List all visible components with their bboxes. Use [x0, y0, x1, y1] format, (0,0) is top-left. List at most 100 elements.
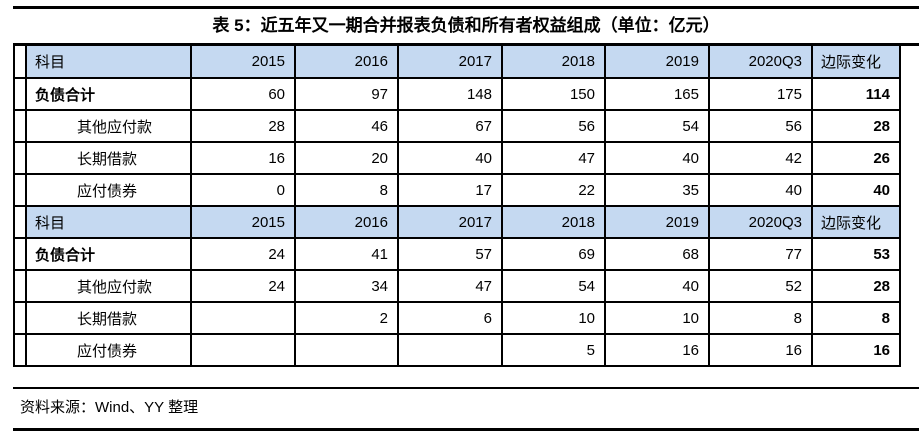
row-label: 其他应付款 — [25, 109, 192, 143]
column-header: 边际变化 — [811, 205, 901, 239]
table-row: 其他应付款 28 46 67 56 54 56 28 — [13, 109, 901, 143]
cell-value: 5 — [501, 333, 606, 367]
cell-value: 22 — [501, 173, 606, 207]
column-header: 2018 — [501, 205, 606, 239]
table-body: 科目 2015 2016 2017 2018 2019 2020Q3 边际变化 负债合计 60 97… — [13, 46, 901, 367]
cell-value: 47 — [397, 269, 503, 303]
row-margin-spacer — [13, 173, 27, 207]
bottom-rule — [13, 428, 919, 431]
row-margin-spacer — [13, 46, 27, 79]
table-row: 负债合计 24 41 57 69 68 77 53 — [13, 237, 901, 271]
column-header: 2019 — [604, 205, 710, 239]
row-margin-spacer — [13, 77, 27, 111]
row-label: 长期借款 — [25, 301, 192, 335]
column-header: 2020Q3 — [708, 205, 813, 239]
cell-value: 165 — [604, 77, 710, 111]
table-row: 长期借款 16 20 40 47 40 42 26 — [13, 141, 901, 175]
row-margin-spacer — [13, 269, 27, 303]
row-margin-spacer — [13, 333, 27, 367]
row-margin-spacer — [13, 301, 27, 335]
cell-value: 57 — [397, 237, 503, 271]
title-underline-rule — [13, 43, 919, 46]
cell-value: 40 — [604, 269, 710, 303]
cell-value: 148 — [397, 77, 503, 111]
marginal-change-value: 16 — [811, 333, 901, 367]
cell-value: 28 — [190, 109, 296, 143]
section-header-row: 科目 2015 2016 2017 2018 2019 2020Q3 边际变化 — [13, 205, 901, 239]
cell-value: 16 — [708, 333, 813, 367]
cell-value: 42 — [708, 141, 813, 175]
row-label: 其他应付款 — [25, 269, 192, 303]
column-header: 2016 — [294, 205, 399, 239]
cell-value: 34 — [294, 269, 399, 303]
cell-value: 60 — [190, 77, 296, 111]
cell-value — [190, 333, 296, 367]
cell-value: 56 — [708, 109, 813, 143]
row-label: 应付债券 — [25, 333, 192, 367]
cell-value: 97 — [294, 77, 399, 111]
row-label: 应付债券 — [25, 173, 192, 207]
marginal-change-value: 26 — [811, 141, 901, 175]
table-row: 长期借款 2 6 10 10 8 8 — [13, 301, 901, 335]
marginal-change-value: 28 — [811, 269, 901, 303]
row-label: 负债合计 — [25, 77, 192, 111]
row-margin-spacer — [13, 205, 27, 239]
cell-value: 35 — [604, 173, 710, 207]
cell-value — [397, 333, 503, 367]
cell-value: 6 — [397, 301, 503, 335]
table-row: 其他应付款 24 34 47 54 40 52 28 — [13, 269, 901, 303]
cell-value: 41 — [294, 237, 399, 271]
cell-value: 17 — [397, 173, 503, 207]
column-header: 2018 — [501, 46, 606, 79]
cell-value: 68 — [604, 237, 710, 271]
row-label: 长期借款 — [25, 141, 192, 175]
cell-value: 0 — [190, 173, 296, 207]
column-header: 2019 — [604, 46, 710, 79]
cell-value: 16 — [604, 333, 710, 367]
column-header: 2016 — [294, 46, 399, 79]
cell-value: 20 — [294, 141, 399, 175]
data-source-note: 资料来源：Wind、YY 整理 — [20, 399, 199, 416]
cell-value: 24 — [190, 269, 296, 303]
cell-value: 54 — [604, 109, 710, 143]
column-header: 2015 — [190, 205, 296, 239]
liabilities-equity-table: 科目 2015 2016 2017 2018 2019 2020Q3 边际变化 负债合计 60 97… — [13, 46, 901, 367]
table-row: 负债合计 60 97 148 150 165 175 114 — [13, 77, 901, 111]
marginal-change-value: 8 — [811, 301, 901, 335]
column-header: 2017 — [397, 46, 503, 79]
column-header: 2017 — [397, 205, 503, 239]
cell-value: 10 — [501, 301, 606, 335]
marginal-change-value: 114 — [811, 77, 901, 111]
row-margin-spacer — [13, 237, 27, 271]
table-bottom-rule — [13, 387, 919, 389]
cell-value: 8 — [708, 301, 813, 335]
column-header: 边际变化 — [811, 46, 901, 79]
cell-value: 16 — [190, 141, 296, 175]
column-header: 2020Q3 — [708, 46, 813, 79]
cell-value: 67 — [397, 109, 503, 143]
column-header: 2015 — [190, 46, 296, 79]
cell-value: 8 — [294, 173, 399, 207]
marginal-change-value: 53 — [811, 237, 901, 271]
top-rule — [13, 6, 919, 9]
cell-value: 2 — [294, 301, 399, 335]
section-header-row: 科目 2015 2016 2017 2018 2019 2020Q3 边际变化 — [13, 46, 901, 79]
marginal-change-value: 40 — [811, 173, 901, 207]
cell-value: 40 — [397, 141, 503, 175]
cell-value: 24 — [190, 237, 296, 271]
column-header: 科目 — [25, 205, 192, 239]
marginal-change-value: 28 — [811, 109, 901, 143]
table-row: 应付债券 5 16 16 16 — [13, 333, 901, 367]
column-header: 科目 — [25, 46, 192, 79]
row-margin-spacer — [13, 109, 27, 143]
cell-value: 47 — [501, 141, 606, 175]
cell-value — [190, 301, 296, 335]
cell-value: 56 — [501, 109, 606, 143]
table-row: 应付债券 0 8 17 22 35 40 40 — [13, 173, 901, 207]
cell-value: 40 — [604, 141, 710, 175]
cell-value: 54 — [501, 269, 606, 303]
cell-value: 46 — [294, 109, 399, 143]
row-margin-spacer — [13, 141, 27, 175]
cell-value: 40 — [708, 173, 813, 207]
